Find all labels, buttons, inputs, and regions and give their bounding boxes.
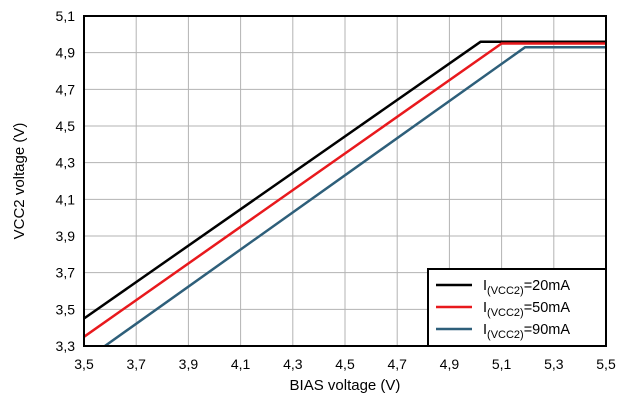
plot-frame: [83, 15, 607, 347]
x-tick-label: 5,1: [492, 356, 512, 372]
x-tick-label: 5,3: [544, 356, 564, 372]
series-layer: [84, 40, 606, 346]
y-tick-label: 4,1: [56, 191, 76, 207]
series-line-3: [104, 45, 606, 346]
legend-label-main: I: [483, 322, 487, 338]
y-tick-label: 4,7: [56, 81, 76, 97]
y-tick-labels: 3,3 3,5 3,7 3,9 4,1 4,3 4,5 4,7 4,9 5,1: [56, 8, 76, 354]
legend-label-tail: =50mA: [524, 300, 571, 316]
legend-label-main: I: [483, 278, 487, 294]
y-tick-label: 3,3: [56, 338, 76, 354]
legend-label-subscript: (VCC2): [487, 329, 524, 341]
y-tick-label: 3,5: [56, 301, 76, 317]
x-tick-label: 4,3: [283, 356, 303, 372]
x-tick-label: 3,5: [74, 356, 94, 372]
x-tick-label: 4,5: [335, 356, 355, 372]
x-tick-label: 4,7: [387, 356, 407, 372]
y-tick-label: 4,9: [56, 45, 76, 61]
legend-label-subscript: (VCC2): [487, 307, 524, 319]
legend-label-tail: =90mA: [524, 322, 571, 338]
legend-label: I(VCC2)=50mA: [483, 300, 570, 319]
y-tick-label: 3,9: [56, 228, 76, 244]
x-tick-label: 3,9: [179, 356, 199, 372]
legend-label: I(VCC2)=90mA: [483, 322, 570, 341]
x-tick-labels: 3,5 3,7 3,9 4,1 4,3 4,5 4,7 4,9 5,1 5,3 5,5: [74, 356, 616, 372]
x-axis-title: BIAS voltage (V): [290, 377, 401, 394]
legend-label-main: I: [483, 300, 487, 316]
x-tick-label: 5,5: [596, 356, 616, 372]
x-tick-label: 4,1: [231, 356, 251, 372]
x-tick-label: 4,9: [440, 356, 460, 372]
series-line-2: [84, 42, 606, 338]
series-line-1: [84, 40, 606, 320]
y-tick-label: 5,1: [56, 8, 76, 24]
y-tick-label: 3,7: [56, 265, 76, 281]
legend-label-tail: =20mA: [524, 278, 571, 294]
y-tick-label: 4,3: [56, 155, 76, 171]
y-tick-label: 4,5: [56, 118, 76, 134]
y-axis-title: VCC2 voltage (V): [11, 123, 28, 240]
legend-label: I(VCC2)=20mA: [483, 278, 570, 297]
legend-label-subscript: (VCC2): [487, 285, 524, 297]
x-tick-label: 3,7: [126, 356, 146, 372]
